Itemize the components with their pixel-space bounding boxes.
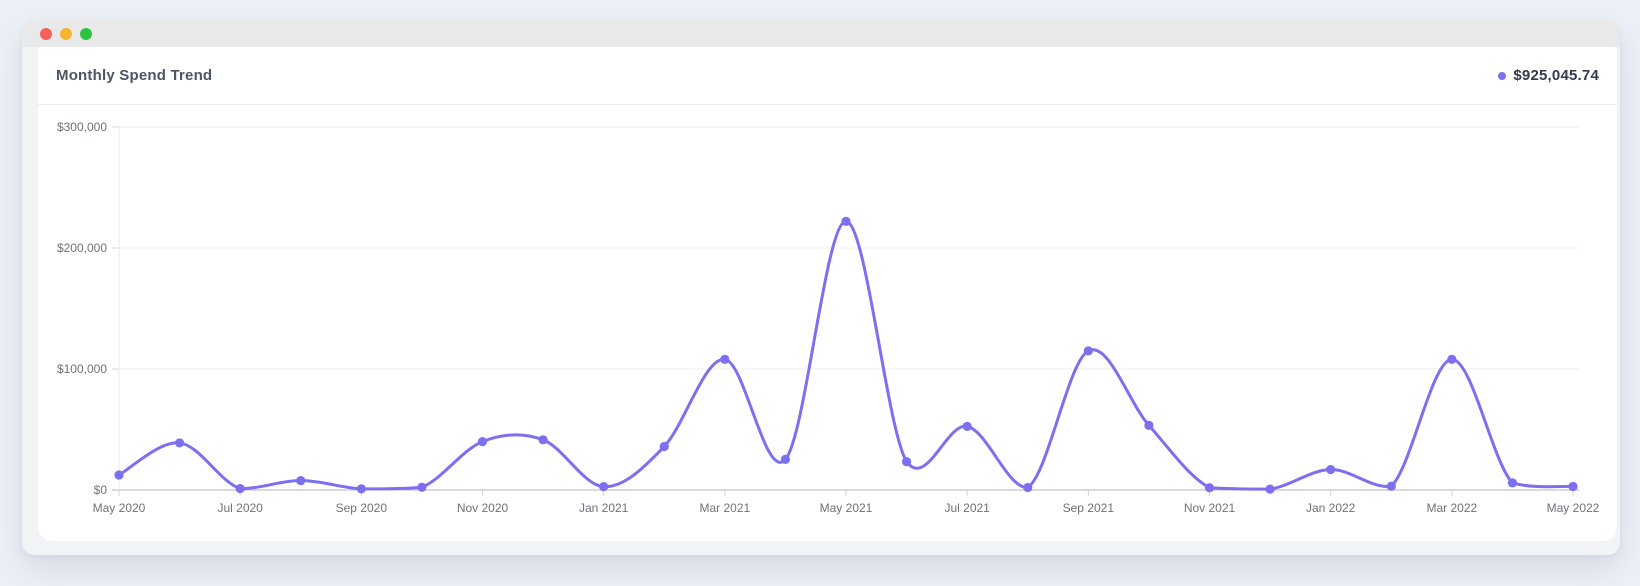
data-point-marker[interactable] xyxy=(1023,482,1033,493)
data-point-marker[interactable] xyxy=(1507,478,1518,488)
x-tick-label: Mar 2021 xyxy=(699,501,750,515)
data-point-marker[interactable] xyxy=(114,470,124,480)
x-tick-label: Jan 2021 xyxy=(579,501,629,515)
data-point-marker[interactable] xyxy=(1144,420,1154,430)
app-window: Monthly Spend Trend $925,045.74 $0 $100,0… xyxy=(22,20,1620,555)
data-point-marker[interactable] xyxy=(720,354,730,364)
window-titlebar xyxy=(22,20,1620,47)
data-point-marker[interactable] xyxy=(780,454,791,464)
x-tick-label: Sep 2021 xyxy=(1063,501,1115,515)
chart-card: Monthly Spend Trend $925,045.74 $0 $100,0… xyxy=(38,47,1617,541)
x-tick-label: Jul 2020 xyxy=(217,501,263,515)
chart-title: Monthly Spend Trend xyxy=(56,67,213,84)
x-tick-label: Jan 2022 xyxy=(1306,501,1356,515)
x-tick-label: Nov 2020 xyxy=(457,501,509,515)
x-tick-label: May 2022 xyxy=(1547,501,1600,515)
data-point-marker[interactable] xyxy=(235,483,245,494)
data-point-marker[interactable] xyxy=(841,216,851,226)
trend-line xyxy=(117,219,1575,491)
minimize-button-icon[interactable] xyxy=(60,27,72,40)
data-point-marker[interactable] xyxy=(1447,354,1457,364)
y-tick-label: $0 xyxy=(94,483,108,497)
chart-legend[interactable]: $925,045.74 xyxy=(1498,67,1599,84)
data-point-marker[interactable] xyxy=(599,482,609,492)
data-point-marker[interactable] xyxy=(417,482,427,492)
x-tick-label: May 2021 xyxy=(820,501,873,515)
data-point-marker[interactable] xyxy=(1204,483,1215,493)
legend-marker-icon xyxy=(1498,71,1507,80)
legend-total-value: $925,045.74 xyxy=(1513,67,1599,84)
zoom-button-icon[interactable] xyxy=(80,27,92,40)
data-point-marker[interactable] xyxy=(1386,481,1396,491)
x-tick-label: May 2020 xyxy=(93,501,146,515)
data-point-marker[interactable] xyxy=(1083,346,1093,356)
chart-area: $0 $100,000 $200,000 $300,000 May 2020 Jul 20… xyxy=(38,105,1617,529)
y-tick-label: $100,000 xyxy=(57,362,107,376)
x-tick-label: Nov 2021 xyxy=(1184,501,1236,515)
y-tick-label: $200,000 xyxy=(57,241,107,255)
chart-header: Monthly Spend Trend $925,045.74 xyxy=(38,47,1617,105)
data-point-marker[interactable] xyxy=(1568,481,1578,492)
x-tick-label: Jul 2021 xyxy=(944,501,990,515)
monthly-spend-line-chart: $0 $100,000 $200,000 $300,000 May 2020 Jul 20… xyxy=(57,120,1600,515)
data-point-marker[interactable] xyxy=(901,457,912,467)
x-tick-label: Mar 2022 xyxy=(1426,501,1477,515)
x-tick-label: Sep 2020 xyxy=(336,501,388,515)
data-point-marker[interactable] xyxy=(962,421,972,431)
data-point-marker[interactable] xyxy=(659,441,669,452)
data-point-marker[interactable] xyxy=(1265,484,1275,494)
data-point-marker[interactable] xyxy=(356,484,366,494)
data-point-marker[interactable] xyxy=(477,437,488,447)
data-point-marker[interactable] xyxy=(296,475,306,486)
y-tick-label: $300,000 xyxy=(57,120,107,134)
data-point-marker[interactable] xyxy=(538,435,548,445)
data-point-marker[interactable] xyxy=(1326,464,1336,475)
close-button-icon[interactable] xyxy=(40,27,52,40)
data-point-marker[interactable] xyxy=(174,438,185,448)
